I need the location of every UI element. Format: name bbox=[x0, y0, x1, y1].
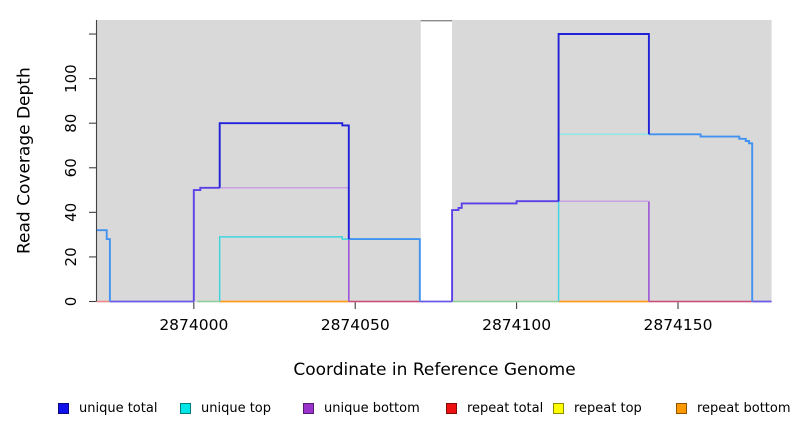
legend-item-repeat-top: repeat top bbox=[553, 399, 642, 417]
legend-label: unique top bbox=[201, 400, 272, 416]
legend-label: repeat top bbox=[574, 400, 642, 416]
legend-item-repeat-total: repeat total bbox=[446, 399, 543, 417]
shaded-region bbox=[97, 20, 421, 303]
legend-swatch-unique-top-icon bbox=[180, 402, 191, 414]
legend-label: unique total bbox=[79, 400, 158, 416]
y-tick-label: 40 bbox=[62, 203, 80, 222]
series-path-darkblue-80 bbox=[218, 122, 350, 240]
legend-item-repeat-bottom: repeat bottom bbox=[676, 399, 791, 417]
x-tick-label: 2874150 bbox=[643, 316, 712, 334]
legend: unique total unique top unique bottom re… bbox=[0, 399, 792, 423]
series-path-lightblue-left bbox=[97, 229, 111, 302]
legend-swatch-unique-bottom-icon bbox=[303, 402, 314, 414]
legend-label: repeat bottom bbox=[697, 400, 791, 416]
x-tick-label: 2874100 bbox=[482, 316, 551, 334]
series-path-violet-rise-2 bbox=[451, 200, 559, 302]
y-axis-title: Read Coverage Depth bbox=[14, 67, 35, 255]
series-path-lightblue-tail bbox=[648, 133, 754, 302]
y-tick-label: 20 bbox=[62, 247, 80, 266]
x-tick-label: 2874050 bbox=[321, 316, 390, 334]
x-tick-label: 2874000 bbox=[159, 316, 228, 334]
legend-label: unique bottom bbox=[324, 400, 420, 416]
legend-label: repeat total bbox=[467, 400, 544, 416]
legend-swatch-repeat-top-icon bbox=[553, 402, 564, 414]
series-path-lightblue-mid bbox=[348, 238, 421, 302]
legend-swatch-unique-total-icon bbox=[58, 402, 69, 414]
shaded-region bbox=[452, 20, 772, 303]
y-tick-label: 100 bbox=[62, 64, 80, 93]
legend-item-unique-total: unique total bbox=[58, 399, 157, 417]
legend-item-unique-top: unique top bbox=[180, 399, 271, 417]
legend-swatch-repeat-bottom-icon bbox=[676, 402, 687, 414]
y-tick-label: 80 bbox=[62, 114, 80, 133]
y-tick-label: 0 bbox=[62, 297, 80, 307]
series-path-cyan-29 bbox=[218, 236, 349, 302]
y-tick-label: 60 bbox=[62, 158, 80, 177]
x-axis-title: Coordinate in Reference Genome bbox=[293, 360, 576, 380]
legend-swatch-repeat-total-icon bbox=[446, 402, 457, 414]
legend-item-unique-bottom: unique bottom bbox=[303, 399, 420, 417]
series-path-darkblue-120 bbox=[557, 33, 650, 202]
series-path-violet-rise-1 bbox=[192, 186, 220, 302]
